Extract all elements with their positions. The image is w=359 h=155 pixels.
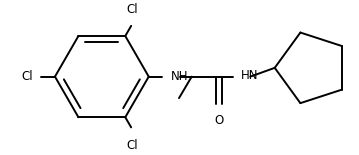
Text: Cl: Cl	[126, 139, 138, 152]
Text: HN: HN	[241, 69, 258, 82]
Text: Cl: Cl	[22, 70, 33, 83]
Text: NH: NH	[171, 70, 189, 83]
Text: Cl: Cl	[126, 3, 138, 16]
Text: O: O	[214, 114, 224, 127]
